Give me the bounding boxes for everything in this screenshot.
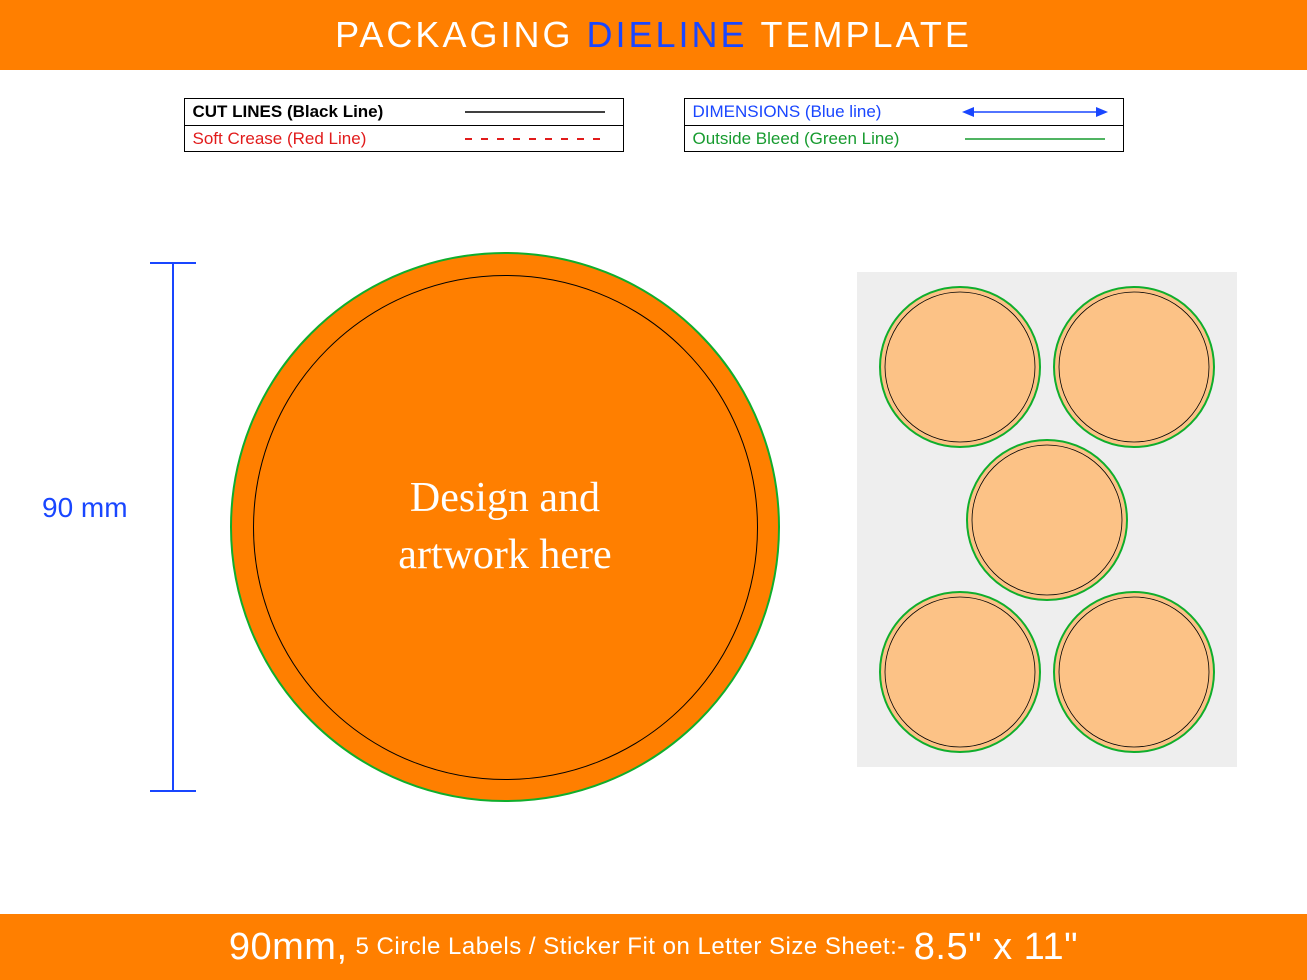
legend-label: DIMENSIONS (Blue line) xyxy=(693,102,955,122)
main-label-circle: Design and artwork here xyxy=(230,252,780,802)
header-bar: PACKAGING DIELINE TEMPLATE xyxy=(0,0,1307,70)
legend-sample-crease xyxy=(455,126,615,151)
artwork-text-2: artwork here xyxy=(398,527,611,584)
legend-sample-dim xyxy=(955,99,1115,125)
legend-row-crease: Soft Crease (Red Line) xyxy=(185,125,623,151)
preview-circle-bleed xyxy=(1054,287,1214,447)
dimension-cap-top xyxy=(150,262,196,264)
header-word2: DIELINE xyxy=(586,14,747,56)
header-word1: PACKAGING xyxy=(335,14,573,56)
header-word3: TEMPLATE xyxy=(761,14,972,56)
legend-sample-bleed xyxy=(955,126,1115,151)
preview-circle-bleed xyxy=(967,440,1127,600)
footer-sheet: 8.5" x 11" xyxy=(914,926,1078,969)
sheet-preview xyxy=(857,272,1237,767)
legend-label: Outside Bleed (Green Line) xyxy=(693,129,955,149)
legend-label: CUT LINES (Black Line) xyxy=(193,102,455,122)
legend-row-bleed: Outside Bleed (Green Line) xyxy=(685,125,1123,151)
cut-circle: Design and artwork here xyxy=(253,275,758,780)
main-area: 90 mm Design and artwork here xyxy=(0,152,1307,892)
footer-middle: 5 Circle Labels / Sticker Fit on Letter … xyxy=(356,933,906,961)
bleed-circle: Design and artwork here xyxy=(230,252,780,802)
legend-label: Soft Crease (Red Line) xyxy=(193,129,455,149)
preview-circle-bleed xyxy=(880,592,1040,752)
footer-bar: 90mm, 5 Circle Labels / Sticker Fit on L… xyxy=(0,914,1307,980)
legend-row-cut: CUT LINES (Black Line) xyxy=(185,99,623,125)
legend: CUT LINES (Black Line) Soft Crease (Red … xyxy=(0,98,1307,152)
preview-circle-bleed xyxy=(880,287,1040,447)
preview-circle-bleed xyxy=(1054,592,1214,752)
footer-size: 90mm, xyxy=(229,926,348,969)
dimension-line xyxy=(172,262,174,792)
legend-right: DIMENSIONS (Blue line) Outside Bleed (Gr… xyxy=(684,98,1124,152)
legend-left: CUT LINES (Black Line) Soft Crease (Red … xyxy=(184,98,624,152)
legend-sample-cut xyxy=(455,99,615,125)
dimension-cap-bottom xyxy=(150,790,196,792)
artwork-text-1: Design and xyxy=(410,470,600,527)
legend-row-dim: DIMENSIONS (Blue line) xyxy=(685,99,1123,125)
dimension-label: 90 mm xyxy=(42,492,128,524)
